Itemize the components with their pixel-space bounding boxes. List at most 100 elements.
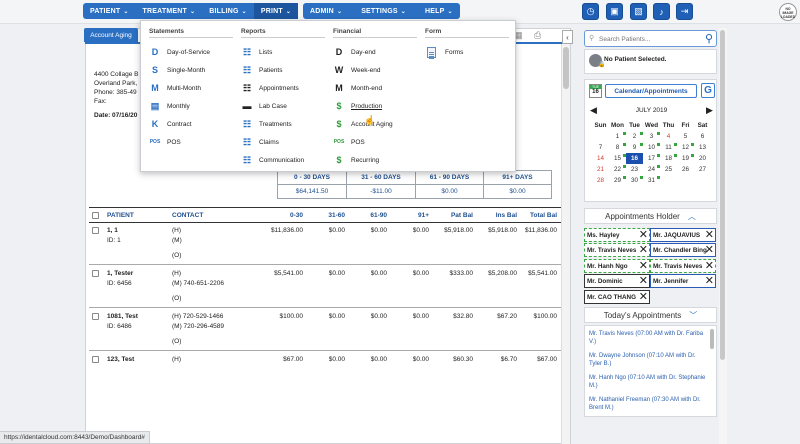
prev-month-icon[interactable]: ◀ bbox=[590, 105, 597, 115]
menu-item-lab-case[interactable]: ▬ Lab Case bbox=[242, 101, 287, 111]
search-button-icon[interactable]: ⚲ bbox=[704, 33, 713, 45]
holder-chip[interactable]: Mr. Chandler Bing ✕ bbox=[650, 243, 716, 257]
scroll-thumb[interactable] bbox=[720, 30, 725, 360]
tab-account-aging[interactable]: Account Aging bbox=[84, 28, 138, 42]
menu-print[interactable]: PRINT ⌄ bbox=[253, 3, 299, 19]
calendar-day[interactable]: 14 bbox=[596, 155, 604, 162]
calendar-day[interactable]: 3 bbox=[643, 131, 660, 142]
appointment-item[interactable]: Mr. Nathaniel Freeman (07:30 AM with Dr.… bbox=[589, 397, 701, 411]
calendar-day[interactable]: 15 bbox=[609, 153, 626, 164]
col-total-bal[interactable]: Total Bal bbox=[530, 212, 557, 219]
search-input[interactable] bbox=[599, 33, 699, 45]
menu-item-appointments[interactable]: ☷ Appointments bbox=[242, 82, 299, 93]
appointments-holder-header[interactable]: Appointments Holder ︿ bbox=[584, 208, 717, 224]
menu-item-production[interactable]: $ Production bbox=[333, 99, 382, 113]
col-contact[interactable]: CONTACT bbox=[172, 212, 204, 219]
col-0-30[interactable]: 0-30 bbox=[289, 212, 303, 219]
menu-item-single-month[interactable]: S Single-Month bbox=[149, 63, 205, 77]
col-61-90[interactable]: 61-90 bbox=[370, 212, 387, 219]
calendar-day[interactable]: 24 bbox=[643, 164, 660, 175]
calendar-day[interactable]: 13 bbox=[698, 144, 706, 151]
close-icon[interactable]: ✕ bbox=[704, 244, 714, 256]
col-pat-bal[interactable]: Pat Bal bbox=[450, 212, 473, 219]
calendar-day[interactable]: 28 bbox=[596, 177, 604, 184]
right-panel-scrollbar[interactable] bbox=[719, 28, 727, 444]
menu-item-statement-pos[interactable]: POS POS bbox=[149, 135, 181, 149]
calendar-day[interactable]: 1 bbox=[609, 131, 626, 142]
google-calendar-button[interactable]: G bbox=[701, 83, 715, 98]
calendar-day[interactable]: 31 bbox=[643, 175, 660, 186]
menu-item-contract[interactable]: K Contract bbox=[149, 117, 192, 131]
menu-item-communication[interactable]: ☷ Communication bbox=[242, 154, 305, 165]
collapse-arrow-icon[interactable]: ‹ bbox=[562, 30, 573, 44]
menu-settings[interactable]: SETTINGS ⌄ bbox=[361, 7, 407, 15]
select-all-checkbox[interactable] bbox=[92, 212, 99, 219]
menu-item-week-end[interactable]: W Week-end bbox=[334, 65, 381, 75]
row-checkbox[interactable] bbox=[92, 270, 99, 277]
calendar-day[interactable]: 11 bbox=[660, 142, 677, 153]
calendar-appointments-button[interactable]: Calendar/Appointments bbox=[605, 84, 697, 98]
col-91-plus[interactable]: 91+ bbox=[417, 212, 429, 219]
calendar-day[interactable]: 23 bbox=[630, 166, 638, 173]
calendar-day[interactable]: 22 bbox=[609, 164, 626, 175]
menu-item-day-end[interactable]: D Day-end bbox=[333, 45, 376, 59]
calendar-day[interactable]: 26 bbox=[681, 166, 689, 173]
calendar-day[interactable]: 30 bbox=[626, 175, 643, 186]
clock-icon[interactable]: ◷ bbox=[582, 3, 599, 20]
calendar-day[interactable]: 8 bbox=[609, 142, 626, 153]
close-icon[interactable]: ✕ bbox=[704, 260, 714, 272]
close-icon[interactable]: ✕ bbox=[638, 229, 648, 241]
holder-chip[interactable]: Mr. Jennifer ✕ bbox=[650, 274, 716, 288]
calendar-day[interactable]: 17 bbox=[643, 153, 660, 164]
menu-item-account-aging[interactable]: $ Account Aging bbox=[333, 117, 392, 131]
row-checkbox[interactable] bbox=[92, 313, 99, 320]
menu-treatment[interactable]: TREATMENT ⌄ bbox=[142, 7, 196, 15]
col-31-60[interactable]: 31-60 bbox=[328, 212, 345, 219]
close-icon[interactable]: ✕ bbox=[704, 229, 714, 241]
holder-chip[interactable]: Mr. CAO THANG ✕ bbox=[584, 290, 650, 304]
close-icon[interactable]: ✕ bbox=[638, 244, 648, 256]
calendar-day[interactable]: 25 bbox=[664, 166, 672, 173]
calendar-day[interactable]: 16 bbox=[626, 153, 643, 164]
holder-chip[interactable]: Ms. Hayley ✕ bbox=[584, 228, 650, 242]
scroll-thumb[interactable] bbox=[563, 47, 569, 89]
photo-icon[interactable]: ▧ bbox=[630, 3, 647, 20]
calendar-day[interactable]: 19 bbox=[677, 153, 694, 164]
calendar-day[interactable]: 2 bbox=[626, 131, 643, 142]
calendar-day[interactable]: 21 bbox=[596, 166, 604, 173]
calendar-day[interactable]: 10 bbox=[643, 142, 660, 153]
calendar-day[interactable]: 27 bbox=[698, 166, 706, 173]
calendar-day[interactable]: 9 bbox=[626, 142, 643, 153]
print-icon[interactable]: ⎙ bbox=[534, 30, 542, 40]
menu-item-recurring[interactable]: $ Recurring bbox=[333, 153, 379, 167]
bell-icon[interactable]: ♪ bbox=[653, 3, 670, 20]
report-scrollbar[interactable] bbox=[561, 44, 570, 444]
holder-chip[interactable]: Mr. Hanh Ngo ✕ bbox=[584, 259, 650, 273]
appointment-item[interactable]: Mr. Hanh Ngo (07:10 AM with Dr. Stephani… bbox=[589, 375, 706, 389]
col-ins-bal[interactable]: Ins Bal bbox=[495, 212, 517, 219]
col-patient[interactable]: PATIENT bbox=[107, 212, 134, 219]
patient-name[interactable]: 123, Test bbox=[107, 356, 135, 363]
close-icon[interactable]: ✕ bbox=[638, 275, 648, 287]
list-scrollbar[interactable] bbox=[710, 329, 714, 349]
menu-item-treatments[interactable]: ☷ Treatments bbox=[242, 118, 292, 129]
next-month-icon[interactable]: ▶ bbox=[706, 105, 713, 115]
calendar-day[interactable]: 4 bbox=[666, 133, 671, 140]
menu-item-month-end[interactable]: M Month-end bbox=[333, 81, 382, 95]
calendar-day[interactable]: 18 bbox=[660, 153, 677, 164]
menu-item-claims[interactable]: ☷ Claims bbox=[242, 136, 279, 147]
menu-patient[interactable]: PATIENT ⌄ bbox=[90, 7, 129, 15]
calendar-day[interactable]: 20 bbox=[698, 155, 706, 162]
menu-item-lists[interactable]: ☷ Lists bbox=[242, 46, 273, 57]
holder-chip[interactable]: Mr. Travis Neves ✕ bbox=[584, 243, 650, 257]
patient-name[interactable]: 1081, Test bbox=[107, 313, 138, 320]
calendar-day[interactable]: 29 bbox=[609, 175, 626, 186]
menu-billing[interactable]: BILLING ⌄ bbox=[209, 7, 247, 15]
image-icon[interactable]: ▣ bbox=[606, 3, 623, 20]
export-icon[interactable]: ▦ bbox=[514, 30, 523, 40]
close-icon[interactable]: ✕ bbox=[704, 275, 714, 287]
row-checkbox[interactable] bbox=[92, 227, 99, 234]
menu-item-financial-pos[interactable]: POS POS bbox=[333, 135, 365, 149]
menu-help[interactable]: HELP ⌄ bbox=[425, 7, 453, 15]
patient-name[interactable]: 1, Tester bbox=[107, 270, 134, 277]
